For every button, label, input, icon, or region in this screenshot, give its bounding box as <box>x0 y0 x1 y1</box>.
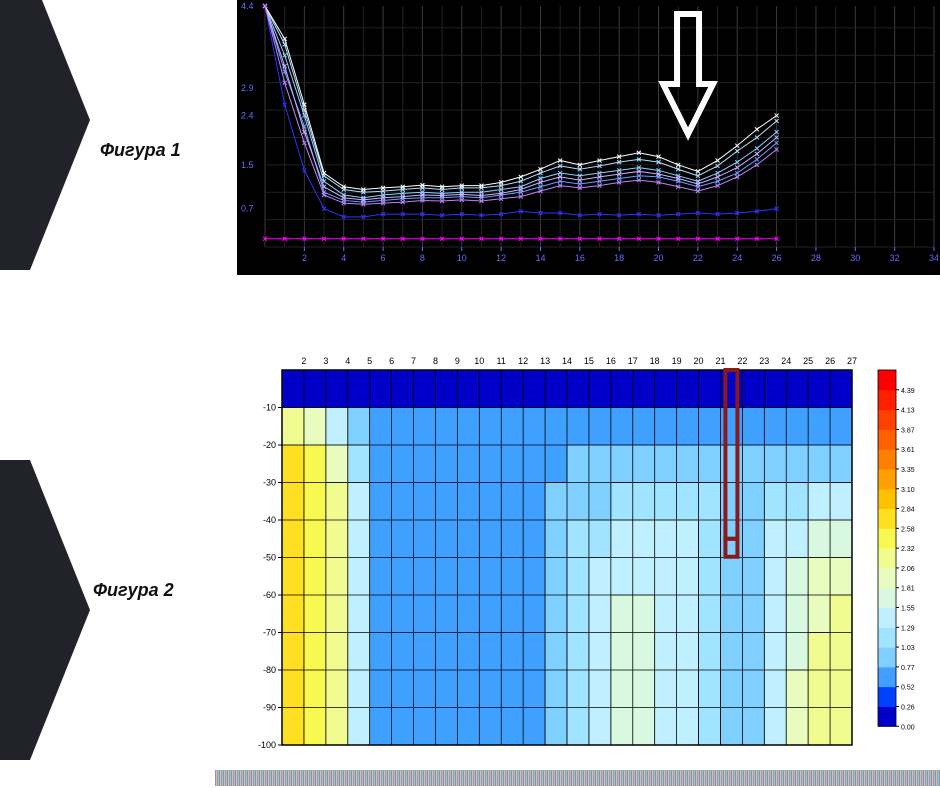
svg-text:-90: -90 <box>263 703 276 713</box>
svg-text:12: 12 <box>518 356 528 366</box>
svg-text:15: 15 <box>584 356 594 366</box>
svg-text:4: 4 <box>341 253 346 263</box>
svg-text:26: 26 <box>825 356 835 366</box>
chart1-container: 2468101214161820222426283032340.71.52.42… <box>237 0 940 275</box>
chart1-svg: 2468101214161820222426283032340.71.52.42… <box>239 2 938 273</box>
svg-text:27: 27 <box>847 356 857 366</box>
svg-text:28: 28 <box>811 253 821 263</box>
svg-text:6: 6 <box>389 356 394 366</box>
svg-text:2: 2 <box>301 356 306 366</box>
svg-text:22: 22 <box>737 356 747 366</box>
svg-text:1.5: 1.5 <box>241 160 254 170</box>
svg-text:20: 20 <box>694 356 704 366</box>
page: Фигура 1 Фигура 2 2468101214161820222426… <box>0 0 940 788</box>
svg-text:2.4: 2.4 <box>241 111 254 121</box>
svg-text:5: 5 <box>367 356 372 366</box>
svg-text:14: 14 <box>562 356 572 366</box>
figure-1-label: Фигура 1 <box>100 140 181 161</box>
svg-text:1.55: 1.55 <box>901 606 915 613</box>
svg-text:14: 14 <box>535 253 545 263</box>
chevron-decoration-1 <box>0 0 90 270</box>
svg-text:2: 2 <box>302 253 307 263</box>
svg-text:2.32: 2.32 <box>901 546 915 553</box>
svg-text:3: 3 <box>323 356 328 366</box>
svg-text:10: 10 <box>474 356 484 366</box>
svg-text:16: 16 <box>606 356 616 366</box>
chart2-svg: 2345678910111213141516171819202122232425… <box>237 350 940 755</box>
svg-text:-30: -30 <box>263 478 276 488</box>
svg-text:4.39: 4.39 <box>901 388 915 395</box>
svg-text:0.7: 0.7 <box>241 204 254 214</box>
chevron-decoration-2 <box>0 460 90 760</box>
svg-text:0.00: 0.00 <box>901 724 915 731</box>
noise-strip <box>215 770 940 786</box>
svg-text:2.84: 2.84 <box>901 507 915 514</box>
svg-text:0.26: 0.26 <box>901 704 915 711</box>
svg-text:26: 26 <box>772 253 782 263</box>
svg-text:4.13: 4.13 <box>901 408 915 415</box>
svg-text:24: 24 <box>781 356 791 366</box>
svg-text:19: 19 <box>672 356 682 366</box>
svg-text:6: 6 <box>381 253 386 263</box>
svg-text:1.81: 1.81 <box>901 586 915 593</box>
svg-text:25: 25 <box>803 356 813 366</box>
svg-text:-70: -70 <box>263 628 276 638</box>
svg-text:1.29: 1.29 <box>901 625 915 632</box>
svg-text:9: 9 <box>455 356 460 366</box>
svg-text:0.52: 0.52 <box>901 685 915 692</box>
svg-text:10: 10 <box>457 253 467 263</box>
svg-text:3.87: 3.87 <box>901 427 915 434</box>
svg-text:8: 8 <box>420 253 425 263</box>
svg-text:2.9: 2.9 <box>241 83 254 93</box>
svg-text:-60: -60 <box>263 590 276 600</box>
svg-text:3.10: 3.10 <box>901 487 915 494</box>
svg-text:4.4: 4.4 <box>241 2 254 11</box>
svg-text:7: 7 <box>411 356 416 366</box>
svg-text:20: 20 <box>654 253 664 263</box>
svg-text:3.35: 3.35 <box>901 467 915 474</box>
svg-text:34: 34 <box>929 253 938 263</box>
svg-text:16: 16 <box>575 253 585 263</box>
svg-text:23: 23 <box>759 356 769 366</box>
svg-text:24: 24 <box>732 253 742 263</box>
svg-text:0.77: 0.77 <box>901 665 915 672</box>
svg-text:13: 13 <box>540 356 550 366</box>
svg-text:-10: -10 <box>263 403 276 413</box>
chart2-container: 2345678910111213141516171819202122232425… <box>237 350 940 755</box>
svg-text:18: 18 <box>650 356 660 366</box>
svg-text:3.61: 3.61 <box>901 447 915 454</box>
figure-2-label: Фигура 2 <box>93 580 174 601</box>
svg-text:4: 4 <box>345 356 350 366</box>
svg-text:8: 8 <box>433 356 438 366</box>
svg-text:22: 22 <box>693 253 703 263</box>
svg-text:2.58: 2.58 <box>901 526 915 533</box>
svg-text:2.06: 2.06 <box>901 566 915 573</box>
svg-text:30: 30 <box>850 253 860 263</box>
svg-text:11: 11 <box>497 356 506 366</box>
svg-text:-20: -20 <box>263 440 276 450</box>
svg-text:12: 12 <box>496 253 506 263</box>
svg-text:32: 32 <box>890 253 900 263</box>
svg-text:-80: -80 <box>263 665 276 675</box>
svg-text:18: 18 <box>614 253 624 263</box>
svg-text:-40: -40 <box>263 515 276 525</box>
svg-text:17: 17 <box>628 356 638 366</box>
svg-text:1.03: 1.03 <box>901 645 915 652</box>
svg-text:-100: -100 <box>258 740 276 750</box>
svg-text:21: 21 <box>715 356 725 366</box>
svg-text:-50: -50 <box>263 553 276 563</box>
